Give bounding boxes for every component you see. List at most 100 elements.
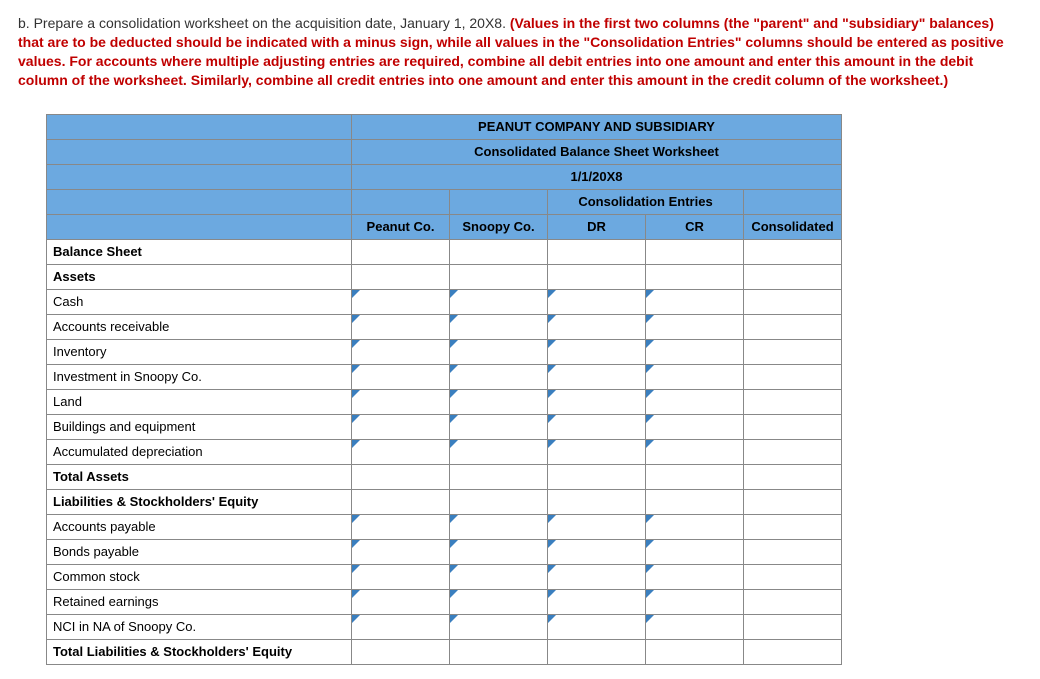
- worksheet-input-cell[interactable]: [450, 414, 548, 439]
- worksheet-input-cell[interactable]: [646, 614, 744, 639]
- worksheet-cell: [744, 589, 842, 614]
- worksheet-cell: [548, 464, 646, 489]
- worksheet-input-cell[interactable]: [352, 314, 450, 339]
- worksheet-input-cell[interactable]: [450, 364, 548, 389]
- worksheet-input-cell[interactable]: [450, 539, 548, 564]
- row-label: Land: [47, 389, 352, 414]
- worksheet-cell: [744, 464, 842, 489]
- worksheet-input-cell[interactable]: [450, 339, 548, 364]
- worksheet-input-cell[interactable]: [450, 514, 548, 539]
- worksheet-input-cell[interactable]: [646, 364, 744, 389]
- worksheet-input-cell[interactable]: [548, 589, 646, 614]
- table-row: Land: [47, 389, 842, 414]
- worksheet-cell: [450, 639, 548, 664]
- table-row: Buildings and equipment: [47, 414, 842, 439]
- question-prefix: b. Prepare a consolidation worksheet on …: [18, 15, 510, 31]
- row-label: Balance Sheet: [47, 239, 352, 264]
- table-row: Investment in Snoopy Co.: [47, 364, 842, 389]
- worksheet-cell: [450, 464, 548, 489]
- col-header-snoopy: Snoopy Co.: [450, 214, 548, 239]
- worksheet-cell: [744, 639, 842, 664]
- worksheet-input-cell[interactable]: [548, 414, 646, 439]
- worksheet-input-cell[interactable]: [352, 414, 450, 439]
- col-header-consolidated: Consolidated: [744, 214, 842, 239]
- worksheet-cell: [744, 364, 842, 389]
- worksheet-input-cell[interactable]: [548, 439, 646, 464]
- worksheet-input-cell[interactable]: [450, 314, 548, 339]
- worksheet-input-cell[interactable]: [646, 339, 744, 364]
- worksheet-input-cell[interactable]: [548, 364, 646, 389]
- worksheet-cell: [744, 389, 842, 414]
- worksheet-input-cell[interactable]: [352, 514, 450, 539]
- header-blank-1: [47, 114, 352, 139]
- worksheet-cell: [744, 289, 842, 314]
- worksheet-input-cell[interactable]: [646, 539, 744, 564]
- worksheet-input-cell[interactable]: [646, 564, 744, 589]
- worksheet-input-cell[interactable]: [352, 614, 450, 639]
- table-row: Total Liabilities & Stockholders' Equity: [47, 639, 842, 664]
- worksheet-input-cell[interactable]: [646, 514, 744, 539]
- worksheet-input-cell[interactable]: [548, 389, 646, 414]
- worksheet-input-cell[interactable]: [646, 439, 744, 464]
- worksheet-input-cell[interactable]: [450, 439, 548, 464]
- row-label: Accounts receivable: [47, 314, 352, 339]
- worksheet-input-cell[interactable]: [548, 339, 646, 364]
- worksheet-input-cell[interactable]: [646, 414, 744, 439]
- worksheet-input-cell[interactable]: [352, 364, 450, 389]
- table-row: Common stock: [47, 564, 842, 589]
- worksheet-input-cell[interactable]: [450, 589, 548, 614]
- header-blank-4: [47, 189, 352, 214]
- worksheet-cell: [744, 514, 842, 539]
- worksheet-input-cell[interactable]: [352, 289, 450, 314]
- header-blank-5: [47, 214, 352, 239]
- worksheet-cell: [352, 464, 450, 489]
- worksheet-input-cell[interactable]: [450, 389, 548, 414]
- table-row: Retained earnings: [47, 589, 842, 614]
- header-blank-consolidated: [744, 189, 842, 214]
- worksheet-input-cell[interactable]: [450, 614, 548, 639]
- worksheet-input-cell[interactable]: [548, 314, 646, 339]
- worksheet-cell: [744, 564, 842, 589]
- worksheet-cell: [352, 239, 450, 264]
- col-header-cr: CR: [646, 214, 744, 239]
- worksheet-input-cell[interactable]: [646, 289, 744, 314]
- worksheet-cell: [744, 439, 842, 464]
- worksheet-cell: [646, 239, 744, 264]
- worksheet-cell: [646, 464, 744, 489]
- table-row: Total Assets: [47, 464, 842, 489]
- worksheet-input-cell[interactable]: [646, 314, 744, 339]
- worksheet-cell: [744, 489, 842, 514]
- worksheet-input-cell[interactable]: [548, 614, 646, 639]
- worksheet-input-cell[interactable]: [352, 389, 450, 414]
- table-row: Balance Sheet: [47, 239, 842, 264]
- worksheet-title-1: PEANUT COMPANY AND SUBSIDIARY: [352, 114, 842, 139]
- worksheet-cell: [548, 639, 646, 664]
- row-label: Total Assets: [47, 464, 352, 489]
- table-row: Liabilities & Stockholders' Equity: [47, 489, 842, 514]
- worksheet-input-cell[interactable]: [352, 539, 450, 564]
- worksheet-input-cell[interactable]: [450, 289, 548, 314]
- worksheet-cell: [744, 239, 842, 264]
- worksheet-input-cell[interactable]: [352, 339, 450, 364]
- worksheet-input-cell[interactable]: [352, 589, 450, 614]
- worksheet-cell: [646, 264, 744, 289]
- row-label: Investment in Snoopy Co.: [47, 364, 352, 389]
- worksheet-input-cell[interactable]: [646, 389, 744, 414]
- table-row: Inventory: [47, 339, 842, 364]
- worksheet-input-cell[interactable]: [352, 564, 450, 589]
- worksheet-cell: [744, 414, 842, 439]
- worksheet-input-cell[interactable]: [548, 514, 646, 539]
- table-row: NCI in NA of Snoopy Co.: [47, 614, 842, 639]
- worksheet-input-cell[interactable]: [646, 589, 744, 614]
- row-label: Total Liabilities & Stockholders' Equity: [47, 639, 352, 664]
- row-label: Cash: [47, 289, 352, 314]
- worksheet-input-cell[interactable]: [548, 564, 646, 589]
- worksheet-input-cell[interactable]: [450, 564, 548, 589]
- worksheet-input-cell[interactable]: [352, 439, 450, 464]
- worksheet-cell: [352, 639, 450, 664]
- question-prompt: b. Prepare a consolidation worksheet on …: [18, 14, 1018, 90]
- worksheet-title-3: 1/1/20X8: [352, 164, 842, 189]
- worksheet-input-cell[interactable]: [548, 289, 646, 314]
- worksheet-cell: [744, 264, 842, 289]
- worksheet-input-cell[interactable]: [548, 539, 646, 564]
